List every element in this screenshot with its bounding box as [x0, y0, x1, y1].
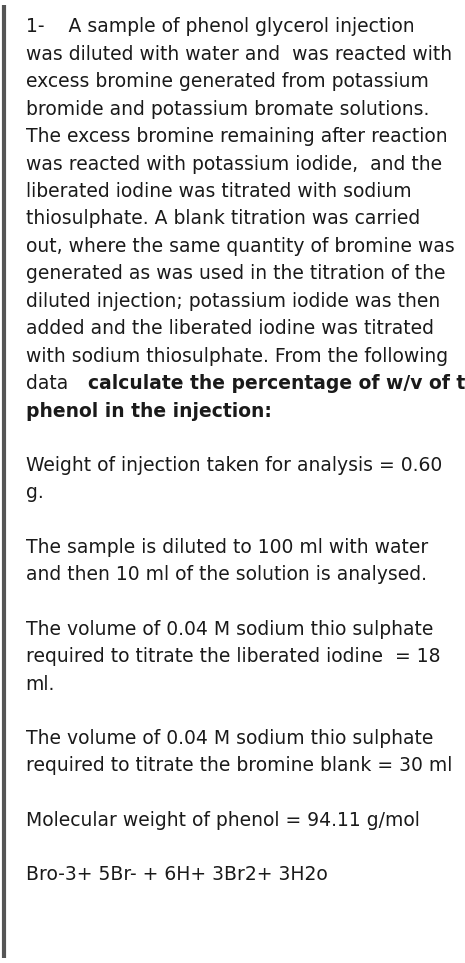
- Text: ml.: ml.: [26, 674, 55, 693]
- Text: was reacted with potassium iodide,  and the: was reacted with potassium iodide, and t…: [26, 154, 442, 173]
- Text: required to titrate the liberated iodine  = 18: required to titrate the liberated iodine…: [26, 647, 440, 666]
- Text: liberated iodine was titrated with sodium: liberated iodine was titrated with sodiu…: [26, 182, 411, 201]
- Text: and then 10 ml of the solution is analysed.: and then 10 ml of the solution is analys…: [26, 565, 426, 585]
- Text: excess bromine generated from potassium: excess bromine generated from potassium: [26, 72, 428, 91]
- Text: diluted injection; potassium iodide was then: diluted injection; potassium iodide was …: [26, 292, 440, 311]
- Text: was diluted with water and  was reacted with: was diluted with water and was reacted w…: [26, 44, 452, 64]
- Text: generated as was used in the titration of the: generated as was used in the titration o…: [26, 264, 445, 283]
- Text: phenol in the injection:: phenol in the injection:: [26, 402, 272, 421]
- Text: thiosulphate. A blank titration was carried: thiosulphate. A blank titration was carr…: [26, 209, 420, 228]
- Text: data: data: [26, 374, 74, 393]
- Text: 1-    A sample of phenol glycerol injection: 1- A sample of phenol glycerol injection: [26, 17, 414, 37]
- Text: Weight of injection taken for analysis = 0.60: Weight of injection taken for analysis =…: [26, 455, 442, 475]
- Text: added and the liberated iodine was titrated: added and the liberated iodine was titra…: [26, 319, 433, 338]
- Text: required to titrate the bromine blank = 30 ml: required to titrate the bromine blank = …: [26, 756, 452, 775]
- Text: out, where the same quantity of bromine was: out, where the same quantity of bromine …: [26, 237, 454, 256]
- Text: g.: g.: [26, 483, 43, 503]
- Text: bromide and potassium bromate solutions.: bromide and potassium bromate solutions.: [26, 99, 429, 118]
- Text: calculate the percentage of w/v of the: calculate the percentage of w/v of the: [88, 374, 465, 393]
- Text: The volume of 0.04 M sodium thio sulphate: The volume of 0.04 M sodium thio sulphat…: [26, 729, 433, 748]
- Text: The sample is diluted to 100 ml with water: The sample is diluted to 100 ml with wat…: [26, 537, 428, 557]
- Text: with sodium thiosulphate. From the following: with sodium thiosulphate. From the follo…: [26, 347, 448, 366]
- Text: Bro-3+ 5Br- + 6H+ 3Br2+ 3H2o: Bro-3+ 5Br- + 6H+ 3Br2+ 3H2o: [26, 865, 327, 884]
- Text: Molecular weight of phenol = 94.11 g/mol: Molecular weight of phenol = 94.11 g/mol: [26, 811, 419, 830]
- Text: The volume of 0.04 M sodium thio sulphate: The volume of 0.04 M sodium thio sulphat…: [26, 619, 433, 638]
- Text: The excess bromine remaining after reaction: The excess bromine remaining after react…: [26, 127, 447, 146]
